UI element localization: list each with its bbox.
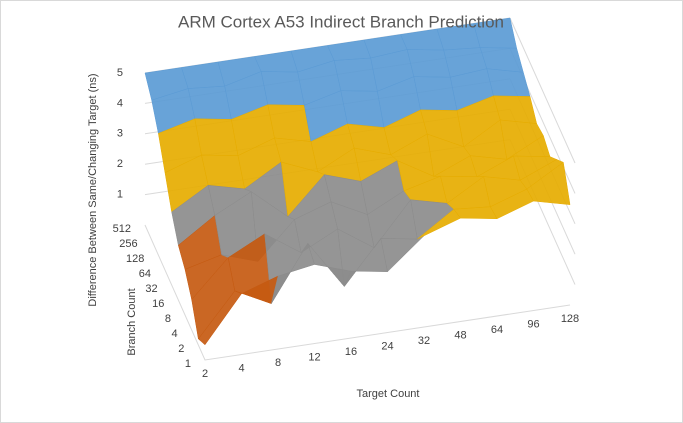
y-tick-label: 8 bbox=[165, 313, 171, 325]
x-axis-title: Target Count bbox=[357, 388, 420, 400]
surface-cell bbox=[333, 57, 378, 92]
surface-cell bbox=[406, 49, 451, 78]
surface-cell bbox=[526, 161, 571, 205]
y-tick-label: 64 bbox=[139, 268, 151, 280]
x-tick-label: 128 bbox=[561, 313, 579, 325]
x-tick-label: 4 bbox=[238, 362, 244, 374]
grid-line bbox=[509, 17, 576, 164]
surface bbox=[144, 17, 571, 346]
x-tick-label: 24 bbox=[381, 340, 393, 352]
x-tick-label: 64 bbox=[491, 324, 503, 336]
y-tick-label: 32 bbox=[145, 283, 157, 295]
chart-title: ARM Cortex A53 Indirect Branch Predictio… bbox=[178, 12, 504, 31]
x-tick-label: 16 bbox=[345, 346, 357, 358]
y-tick-label: 2 bbox=[178, 343, 184, 355]
x-tick-label: 96 bbox=[527, 318, 539, 330]
x-tick-label: 8 bbox=[275, 357, 281, 369]
y-tick-label: 128 bbox=[126, 253, 144, 265]
x-tick-label: 12 bbox=[308, 351, 320, 363]
y-tick-label: 4 bbox=[172, 328, 178, 340]
surface-cell bbox=[201, 154, 245, 190]
y-tick-label: 16 bbox=[152, 298, 164, 310]
surface-cell bbox=[413, 76, 458, 111]
y-axis-title: Branch Count bbox=[126, 288, 138, 355]
z-tick-label: 1 bbox=[117, 189, 123, 201]
z-axis-title: Difference Between Same/Changing Target … bbox=[87, 73, 99, 306]
surface-cell bbox=[194, 118, 239, 156]
surface-cell bbox=[187, 85, 232, 120]
z-tick-label: 5 bbox=[117, 67, 123, 79]
surface-cell bbox=[453, 206, 498, 219]
surface-cell bbox=[267, 104, 312, 142]
surface-cell bbox=[340, 90, 385, 128]
y-tick-label: 256 bbox=[119, 238, 137, 250]
y-tick-label: 512 bbox=[113, 223, 131, 235]
z-tick-label: 4 bbox=[117, 97, 123, 109]
x-tick-label: 48 bbox=[454, 329, 466, 341]
surface-cell bbox=[486, 68, 531, 97]
z-tick-label: 3 bbox=[117, 128, 123, 140]
y-tick-label: 1 bbox=[185, 358, 191, 370]
surface-cell bbox=[260, 71, 305, 106]
x-tick-label: 2 bbox=[202, 368, 208, 380]
floor-edge bbox=[144, 224, 571, 361]
z-tick-label: 2 bbox=[117, 158, 123, 170]
surface-cell bbox=[493, 95, 537, 124]
x-tick-label: 32 bbox=[418, 335, 430, 347]
